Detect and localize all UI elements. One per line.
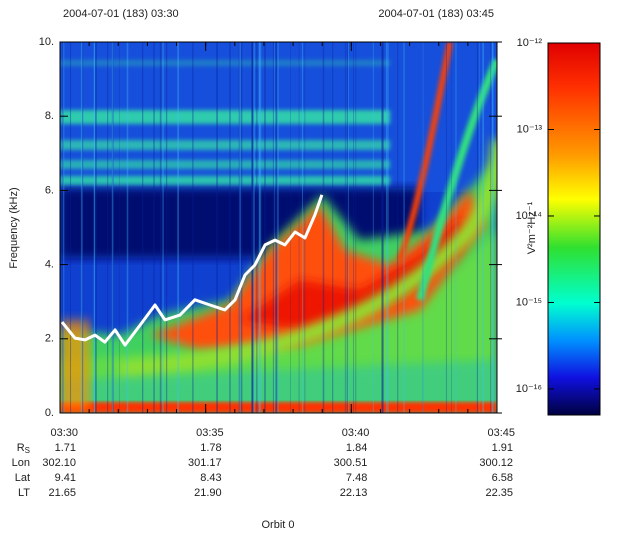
footer: Orbit 0 [261,519,294,531]
ephemeris-value: 302.10 [42,457,76,469]
y-tick-label: 8. [45,110,54,122]
ephemeris-label-text: LT [18,487,30,499]
y-axis-label: Frequency (kHz) [8,187,20,268]
colorbar-tick-label: 10⁻¹⁵ [516,296,542,308]
ephemeris-value: 1.91 [492,442,513,454]
ephemeris-value: 9.41 [55,472,76,484]
y-tick-label: 4. [45,259,54,271]
y-tick-label: 6. [45,184,54,196]
ephemeris-value: 22.13 [340,487,368,499]
spectrogram [60,42,500,413]
ephemeris-value: 301.17 [188,457,222,469]
ephemeris-label-subscript: S [25,446,30,455]
x-tick-label: 03:40 [342,427,370,439]
colorbar-tick-label: 10⁻¹⁶ [516,383,542,395]
ephemeris-value: 21.65 [48,487,76,499]
ephemeris-label: Lon [12,457,30,469]
y-tick-label: 0. [45,407,54,419]
chart: 2004-07-01 (183) 03:30 2004-07-01 (183) … [0,0,644,535]
ephemeris-label-text: R [17,442,25,454]
colorbar [548,43,600,415]
x-tick-label: 03:35 [196,427,224,439]
ephemeris-value: 7.48 [346,472,367,484]
ephemeris-label-text: Lon [12,457,30,469]
ephemeris-label-text: Lat [15,472,30,484]
colorbar-tick-label: 10⁻¹⁴ [516,210,543,222]
ephemeris-value: 1.78 [200,442,221,454]
y-tick-label: 2. [45,333,54,345]
x-tick-label: 03:30 [50,427,78,439]
colorbar-tick-label: 10⁻¹² [517,37,543,49]
ephemeris-label: RS [17,442,30,455]
ephemeris-value: 300.51 [334,457,368,469]
ephemeris-value: 8.43 [200,472,221,484]
y-tick-label: 10. [39,36,54,48]
ephemeris-label: LT [18,487,30,499]
colorbar-tick-label: 10⁻¹³ [517,123,543,135]
ephemeris-value: 1.84 [346,442,367,454]
ephemeris-value: 300.12 [479,457,513,469]
header-right: 2004-07-01 (183) 03:45 [378,8,494,20]
ephemeris-value: 22.35 [485,487,513,499]
header-left: 2004-07-01 (183) 03:30 [63,8,179,20]
ephemeris-value: 21.90 [194,487,222,499]
x-tick-label: 03:45 [487,427,515,439]
ephemeris-value: 1.71 [55,442,76,454]
ephemeris-value: 6.58 [492,472,513,484]
ephemeris-label: Lat [15,472,30,484]
